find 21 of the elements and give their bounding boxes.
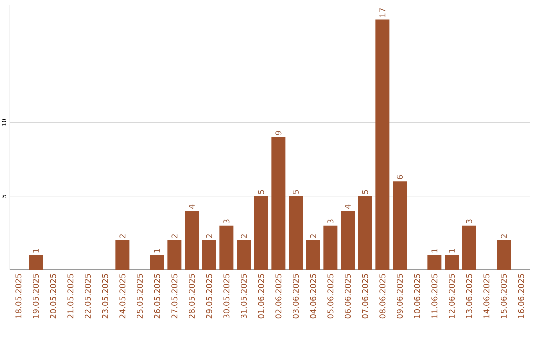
bar	[254, 196, 268, 270]
bar	[324, 226, 338, 270]
bar	[393, 182, 408, 270]
bar	[202, 240, 216, 270]
bar	[306, 240, 320, 270]
bar	[220, 226, 234, 270]
bar	[185, 211, 199, 270]
bar	[237, 240, 251, 270]
bar	[376, 20, 390, 270]
bar	[150, 255, 164, 270]
bar	[168, 240, 182, 270]
bar	[29, 255, 43, 270]
bar	[445, 255, 460, 270]
bar	[289, 196, 304, 270]
bar	[341, 211, 356, 270]
bar	[497, 240, 512, 270]
bar	[428, 255, 442, 270]
bar	[272, 138, 286, 270]
bar	[462, 226, 476, 270]
bar	[116, 240, 130, 270]
bar	[358, 196, 372, 270]
